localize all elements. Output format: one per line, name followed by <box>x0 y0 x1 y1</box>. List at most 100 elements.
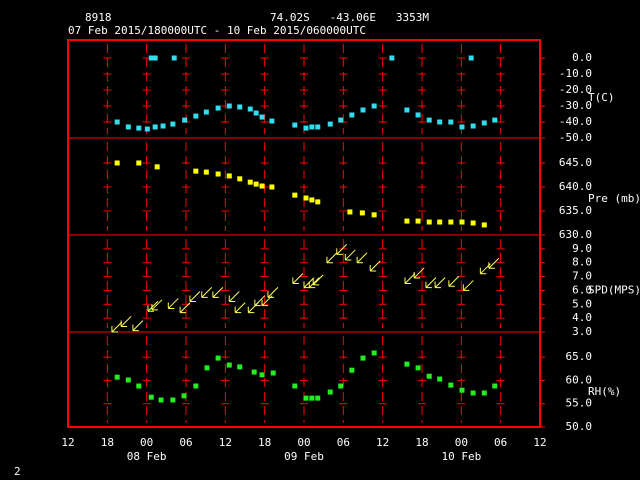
wind-arrow <box>111 321 123 333</box>
data-point <box>136 383 142 389</box>
x-tick-label: 00 <box>297 436 310 449</box>
y-tick-label: 635.0 <box>559 204 592 217</box>
data-point <box>437 119 443 125</box>
x-tick-label: 12 <box>61 436 74 449</box>
data-point <box>426 117 432 123</box>
wind-arrow <box>267 287 279 298</box>
data-point <box>204 365 210 371</box>
x-tick-label: 06 <box>179 436 192 449</box>
data-point <box>404 218 410 224</box>
data-point <box>136 160 142 166</box>
data-point <box>404 107 410 113</box>
data-point <box>269 118 275 124</box>
wind-arrow <box>434 277 446 289</box>
data-point <box>154 164 160 170</box>
x-tick-label: 18 <box>258 436 271 449</box>
data-point <box>437 219 443 225</box>
y-tick-label: 645.0 <box>559 156 592 169</box>
data-point <box>481 120 487 126</box>
wind-arrow <box>308 277 320 289</box>
x-tick-label: 18 <box>415 436 428 449</box>
wind-arrow <box>167 298 179 309</box>
data-point <box>170 121 176 127</box>
wind-arrow <box>336 244 348 255</box>
data-point <box>470 123 476 129</box>
wind-arrow <box>448 275 460 287</box>
data-point <box>158 397 164 403</box>
data-point <box>182 117 188 123</box>
data-point <box>492 383 498 389</box>
data-point <box>437 376 443 382</box>
wind-arrow <box>292 273 304 284</box>
data-point <box>360 355 366 361</box>
frame <box>67 39 541 428</box>
data-point <box>181 393 187 399</box>
data-point <box>125 377 131 383</box>
x-tick-label: 12 <box>533 436 546 449</box>
data-point <box>349 367 355 373</box>
data-point <box>459 387 465 393</box>
data-point <box>114 119 120 125</box>
data-point <box>292 192 298 198</box>
data-point <box>259 372 265 378</box>
y-axis-label: RH(%) <box>588 385 621 398</box>
data-point <box>253 181 259 187</box>
x-tick-label: 00 <box>140 436 153 449</box>
y-tick-label: 4.0 <box>572 311 592 324</box>
frame-number: 2 <box>14 465 21 478</box>
data-point <box>315 124 321 130</box>
wind-arrow <box>356 252 368 264</box>
date-label: 10 Feb <box>441 450 481 463</box>
data-point <box>114 160 120 166</box>
y-tick-label: 640.0 <box>559 180 592 193</box>
data-point <box>144 126 150 132</box>
y-tick-label: 7.0 <box>572 270 592 283</box>
y-tick-label: 3.0 <box>572 325 592 338</box>
data-point <box>448 119 454 125</box>
data-point <box>114 374 120 380</box>
y-axis-label: SPD(MPS) <box>588 283 640 296</box>
data-point <box>215 355 221 361</box>
data-point <box>327 389 333 395</box>
data-point <box>470 220 476 226</box>
data-point <box>215 171 221 177</box>
data-point <box>426 373 432 379</box>
data-point <box>426 219 432 225</box>
data-point <box>349 112 355 118</box>
data-point <box>270 370 276 376</box>
period: 07 Feb 2015/180000UTC - 10 Feb 2015/0600… <box>68 24 366 37</box>
wind-arrow <box>425 277 437 289</box>
y-tick-label: 0.0 <box>572 51 592 64</box>
data-point <box>251 369 257 375</box>
wind-arrow <box>326 252 338 264</box>
x-tick-label: 06 <box>337 436 350 449</box>
data-point <box>237 176 243 182</box>
data-point <box>303 395 309 401</box>
data-point <box>136 125 142 131</box>
data-point <box>415 365 421 371</box>
y-tick-label: 5.0 <box>572 297 592 310</box>
station-id: 8918 <box>85 11 112 24</box>
wind-arrow <box>151 299 163 311</box>
y-tick-label: 65.0 <box>566 350 593 363</box>
data-point <box>347 209 353 215</box>
data-point <box>170 397 176 403</box>
data-point <box>152 55 158 61</box>
data-point <box>226 362 232 368</box>
wind-arrow <box>132 320 144 332</box>
data-point <box>404 361 410 367</box>
data-point <box>152 124 158 130</box>
wind-arrow <box>201 287 213 298</box>
data-point <box>309 124 315 130</box>
data-point <box>253 110 259 116</box>
data-point <box>203 169 209 175</box>
data-point <box>315 395 321 401</box>
wind-arrow <box>254 295 266 307</box>
data-point <box>292 122 298 128</box>
data-point <box>259 114 265 120</box>
x-tick-label: 18 <box>101 436 114 449</box>
x-tick-label: 12 <box>376 436 389 449</box>
data-point <box>303 195 309 201</box>
wind-arrow <box>228 291 240 303</box>
data-point <box>269 184 275 190</box>
